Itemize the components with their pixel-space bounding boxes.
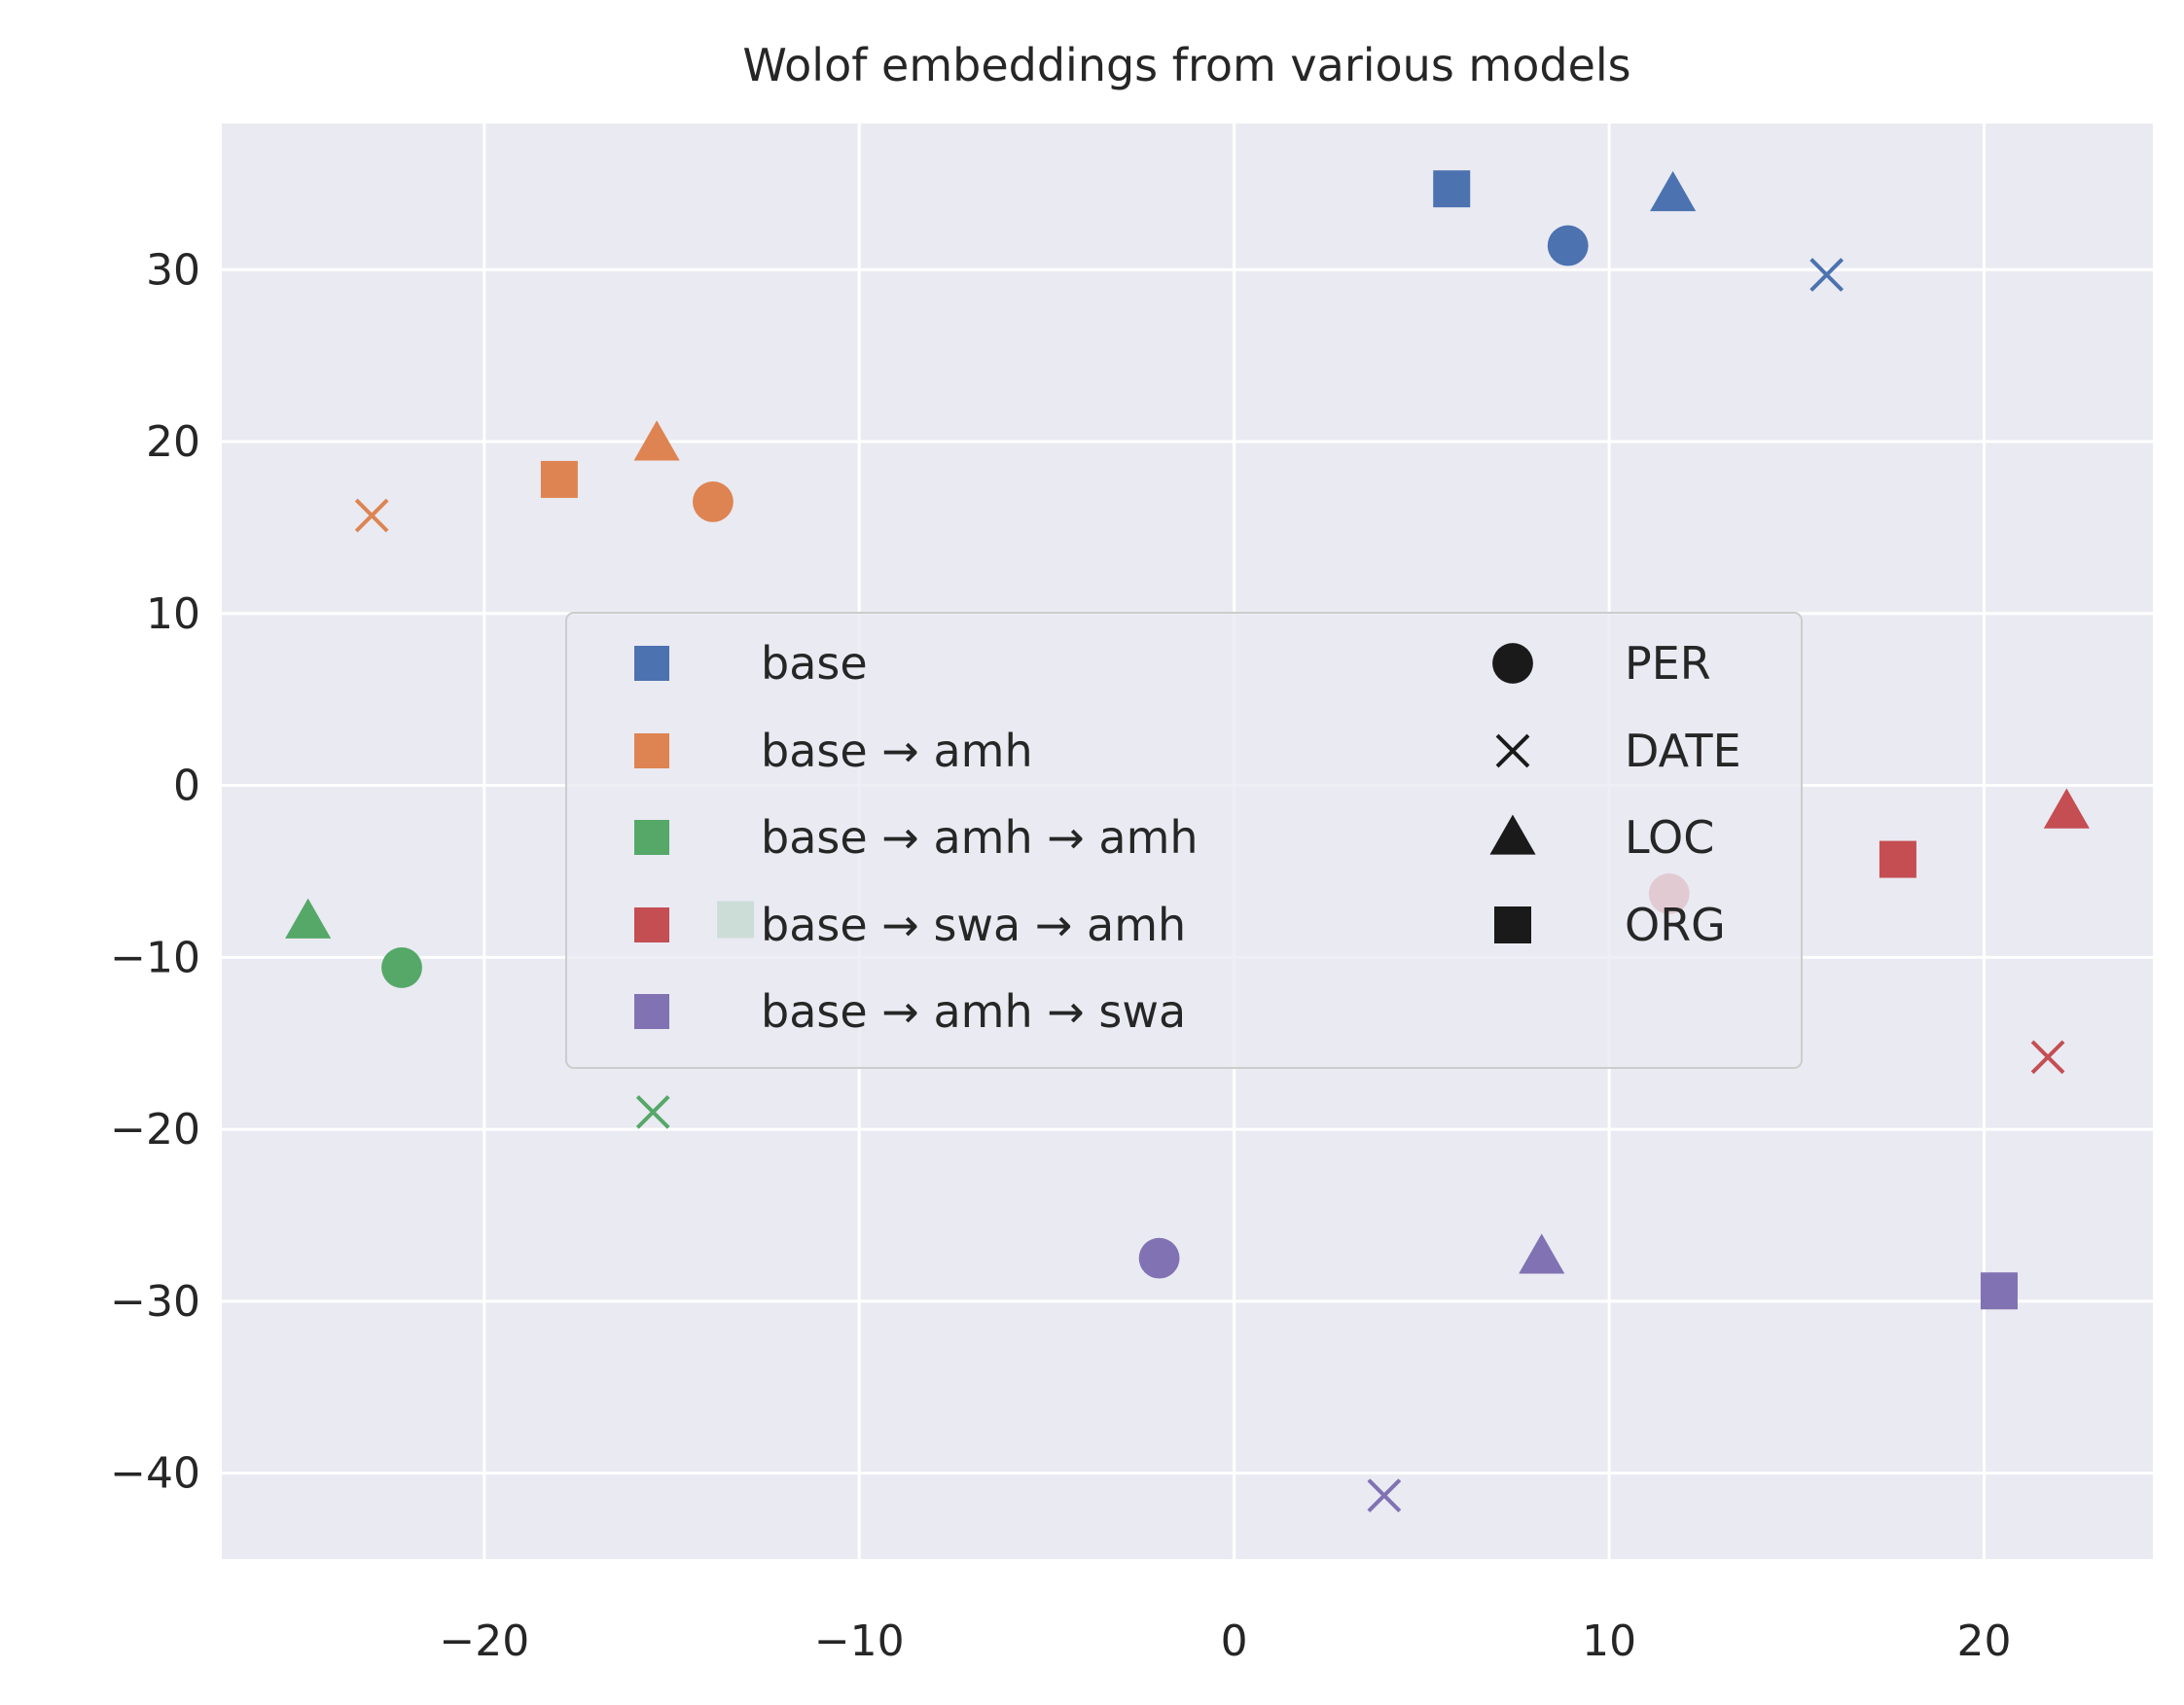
legend-label-per: PER [1625,637,1711,690]
point-base_amh-org [540,460,578,498]
point-base_amh_amh-per [381,947,422,988]
legend: base base → amh base → amh → amh base → swa… [565,612,1803,1069]
legend-swatch-base [634,646,669,681]
y-tick-label: 10 [146,589,200,639]
x-tick-label: −20 [439,1616,529,1666]
legend-box [565,612,1803,1069]
point-base-date [1809,258,1844,292]
legend-label-date: DATE [1625,725,1741,777]
y-tick-label: 20 [146,417,200,467]
point-base_amh_swa-date [1367,1478,1402,1512]
legend-swatch-base_amh_swa [634,994,669,1029]
x-tick-label: 20 [1957,1616,2012,1666]
x-tick-label: 10 [1582,1616,1636,1666]
y-tick-label: −40 [110,1449,200,1499]
point-base_amh-per [693,480,734,522]
legend-marker-per [1492,643,1533,684]
point-base_amh_swa-per [1138,1237,1180,1279]
legend-label-base_amh: base → amh [761,725,1033,777]
tick-labels: −20 −10 0 10 20 −40 −30 −20 −10 0 10 20 30 [110,245,2011,1666]
point-base_swa_amh-date [2030,1040,2065,1075]
legend-label-base: base [761,637,868,690]
point-base-org [1433,170,1471,208]
point-base_amh_amh-date [635,1095,670,1129]
point-base_amh-date [354,498,389,533]
legend-label-loc: LOC [1625,811,1714,864]
point-base_swa_amh-loc [2043,788,2090,829]
y-tick-label: −10 [110,933,200,982]
legend-marker-loc [1489,814,1536,855]
point-base-per [1547,225,1589,266]
legend-label-base_amh_swa: base → amh → swa [761,985,1186,1038]
legend-swatch-base_amh [634,733,669,768]
point-base_amh_swa-loc [1519,1233,1565,1274]
y-tick-label: −20 [110,1105,200,1154]
legend-marker-org [1494,906,1531,943]
legend-label-org: ORG [1625,899,1726,951]
legend-label-base_amh_amh: base → amh → amh [761,811,1199,864]
y-tick-label: 0 [173,762,200,811]
chart-title: Wolof embeddings from various models [742,39,1630,91]
x-tick-label: −10 [814,1616,905,1666]
point-base_amh-loc [633,420,680,461]
x-tick-label: 0 [1221,1616,1248,1666]
point-base_swa_amh-org [1879,840,1916,878]
legend-label-base_swa_amh: base → swa → amh [761,899,1186,951]
y-tick-label: −30 [110,1277,200,1327]
legend-swatch-base_swa_amh [634,907,669,942]
point-base_amh_swa-org [1980,1272,2018,1310]
point-base_amh_amh-loc [285,898,332,939]
legend-swatch-base_amh_amh [634,820,669,855]
point-base-loc [1650,170,1697,212]
legend-marker-date [1495,733,1530,768]
y-tick-label: 30 [146,245,200,295]
